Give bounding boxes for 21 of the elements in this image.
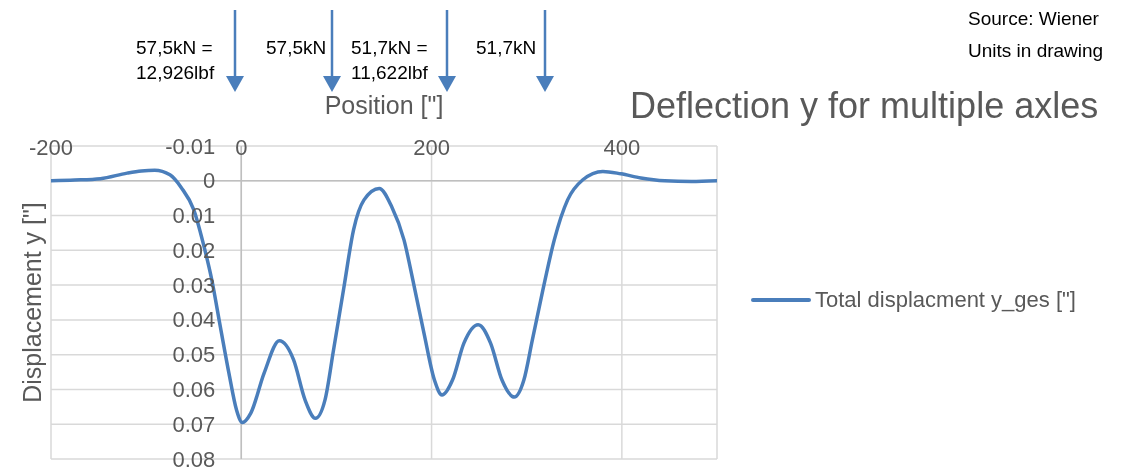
- text: Units in drawing: [968, 40, 1104, 61]
- x-tick-label: 400: [603, 134, 641, 160]
- text: 57,5kN = 12,926lbf: [136, 37, 215, 83]
- x-tick-label: 200: [413, 134, 450, 160]
- text: 57,5kN: [266, 37, 327, 58]
- text: 51,7kN = 11,622lbf: [351, 37, 428, 83]
- y-tick-label: 0.08: [172, 446, 216, 471]
- source-note: Source: Wiener: [968, 8, 1099, 29]
- legend-label: Total displacment y_ges ["]: [815, 286, 1076, 312]
- y-tick-label: 0.04: [172, 307, 216, 333]
- x-tick-label: 0: [235, 134, 248, 160]
- y-axis-title: Displacement y ["]: [18, 202, 46, 403]
- y-tick-label: 0: [203, 168, 216, 194]
- y-tick-label: 0.05: [172, 342, 216, 368]
- text: Deflection y for multiple axles: [630, 85, 1099, 126]
- y-tick-label: 0.07: [172, 411, 216, 437]
- x-axis-title: Position ["]: [324, 91, 444, 119]
- y-tick-label: -0.01: [165, 133, 216, 159]
- x-tick-label: -200: [28, 134, 74, 160]
- y-tick-label: 0.06: [172, 376, 216, 402]
- text: 51,7kN: [476, 37, 537, 58]
